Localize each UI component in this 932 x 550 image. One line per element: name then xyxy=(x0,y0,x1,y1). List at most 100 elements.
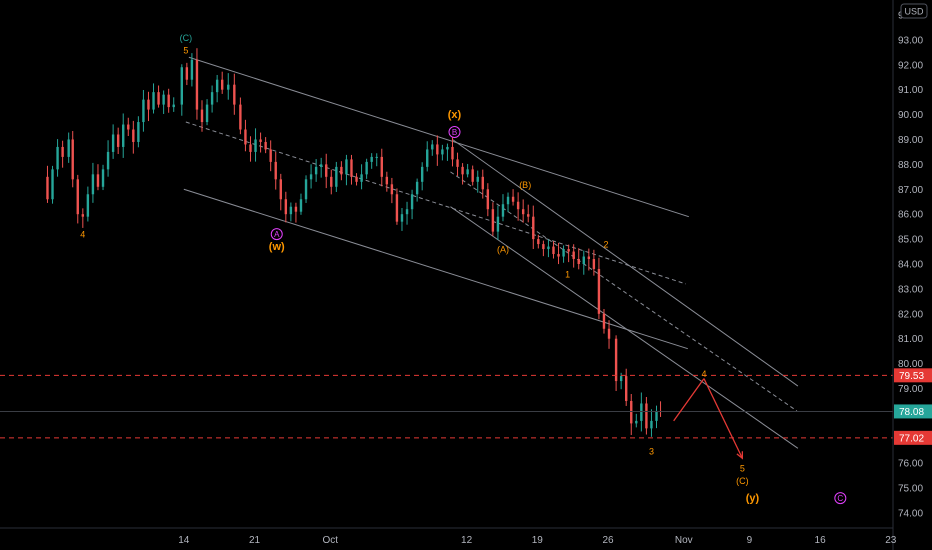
x-tick-label: 14 xyxy=(178,535,190,546)
candle-body xyxy=(122,124,125,147)
candle-body xyxy=(67,139,70,157)
y-tick-label: 93.00 xyxy=(898,35,923,46)
projection-arrowhead xyxy=(736,451,744,460)
y-tick-label: 86.00 xyxy=(898,210,923,221)
wave-label-circle xyxy=(270,228,283,241)
candle-body xyxy=(172,104,175,108)
candle-body xyxy=(597,268,601,314)
price-tag-label: 78.08 xyxy=(899,407,924,418)
candle-body xyxy=(264,141,267,150)
x-tick-label: 26 xyxy=(602,535,614,546)
wave-label-circle xyxy=(448,126,461,138)
candle-body xyxy=(167,94,170,108)
wave-label: (w) xyxy=(269,241,285,253)
candle-body xyxy=(56,146,59,170)
candle-body xyxy=(304,179,308,200)
y-tick-label: 81.00 xyxy=(898,334,923,345)
currency-badge[interactable]: USD xyxy=(900,3,928,19)
time-axis[interactable]: 1421Oct121926Nov91623De xyxy=(178,535,932,546)
trend-line[interactable] xyxy=(188,56,689,218)
candle-body xyxy=(456,159,459,167)
wave-label: 2 xyxy=(603,240,608,250)
candle-body xyxy=(215,79,219,93)
candle-body xyxy=(91,174,95,195)
candle-body xyxy=(491,209,495,232)
projection-segment[interactable] xyxy=(673,378,705,422)
candle-body xyxy=(76,179,79,215)
candle-body xyxy=(259,139,262,142)
wave-label-circle xyxy=(834,492,847,505)
price-levels xyxy=(0,374,893,439)
candle-body xyxy=(415,181,419,195)
candle-body xyxy=(400,214,404,222)
candle-body xyxy=(385,176,389,185)
candle-body xyxy=(602,313,606,329)
candle-body xyxy=(506,196,510,205)
wave-label: 5 xyxy=(740,464,745,474)
candle-body xyxy=(147,99,150,110)
wave-projection xyxy=(673,378,744,460)
price-candles xyxy=(46,48,662,437)
candle-body xyxy=(542,244,545,250)
candle-body xyxy=(614,338,618,382)
candle-body xyxy=(180,67,183,105)
candle-body xyxy=(516,201,520,210)
candle-body xyxy=(289,206,293,215)
candle-body xyxy=(96,174,100,187)
candle-body xyxy=(195,59,199,110)
y-tick-label: 79.00 xyxy=(898,384,923,395)
candle-body xyxy=(635,420,638,424)
candle-body xyxy=(157,92,160,105)
candle-body xyxy=(426,149,429,167)
candle-body xyxy=(390,184,394,195)
wave-label: 1 xyxy=(565,269,570,279)
candle-body xyxy=(640,403,643,421)
candle-body xyxy=(380,156,383,177)
trend-line[interactable] xyxy=(452,139,799,387)
candle-body xyxy=(521,209,525,215)
wave-labels: (C) 5 4 A (w) (x) B (B) (A) 1 2 3 4 5 (C) (y) C xyxy=(80,33,847,505)
candle-body xyxy=(71,139,74,180)
y-tick-label: 80.00 xyxy=(898,359,923,370)
candle-body xyxy=(587,256,591,260)
price-axis[interactable]: 94.0093.0092.0091.0090.0089.0088.0087.00… xyxy=(898,10,923,519)
candle-body xyxy=(420,166,424,182)
y-tick-label: 91.00 xyxy=(898,85,923,96)
candle-body xyxy=(451,146,454,160)
candle-body xyxy=(106,151,110,170)
candle-body xyxy=(284,199,288,215)
candle-body xyxy=(227,84,230,90)
candle-body xyxy=(185,67,189,80)
x-tick-label: Nov xyxy=(675,535,693,546)
candle-body xyxy=(471,169,474,182)
projection-segment[interactable] xyxy=(703,378,743,459)
y-tick-label: 84.00 xyxy=(898,260,923,271)
x-tick-label: 19 xyxy=(532,535,544,546)
wave-label: 5 xyxy=(183,45,188,55)
candle-body xyxy=(46,176,49,200)
candle-body xyxy=(552,246,555,255)
y-tick-label: 88.00 xyxy=(898,160,923,171)
candle-body xyxy=(210,92,214,105)
candle-body xyxy=(431,144,434,150)
wave-label: 4 xyxy=(80,230,85,240)
trend-line[interactable] xyxy=(450,206,799,449)
candle-body xyxy=(527,214,530,217)
candle-body xyxy=(51,169,54,200)
wave-label: 4 xyxy=(701,369,706,379)
price-tag xyxy=(894,430,932,445)
candle-body xyxy=(274,161,277,180)
wave-label: (C) xyxy=(736,476,749,486)
candle-body xyxy=(132,129,135,142)
candle-body xyxy=(547,246,550,250)
candle-body xyxy=(476,176,479,182)
x-tick-label: Oct xyxy=(322,535,338,546)
trend-line[interactable] xyxy=(185,121,686,285)
y-tick-label: 76.00 xyxy=(898,459,923,470)
candle-body xyxy=(395,194,399,222)
candle-body xyxy=(582,256,585,264)
y-tick-label: 89.00 xyxy=(898,135,923,146)
y-tick-label: 90.00 xyxy=(898,110,923,121)
